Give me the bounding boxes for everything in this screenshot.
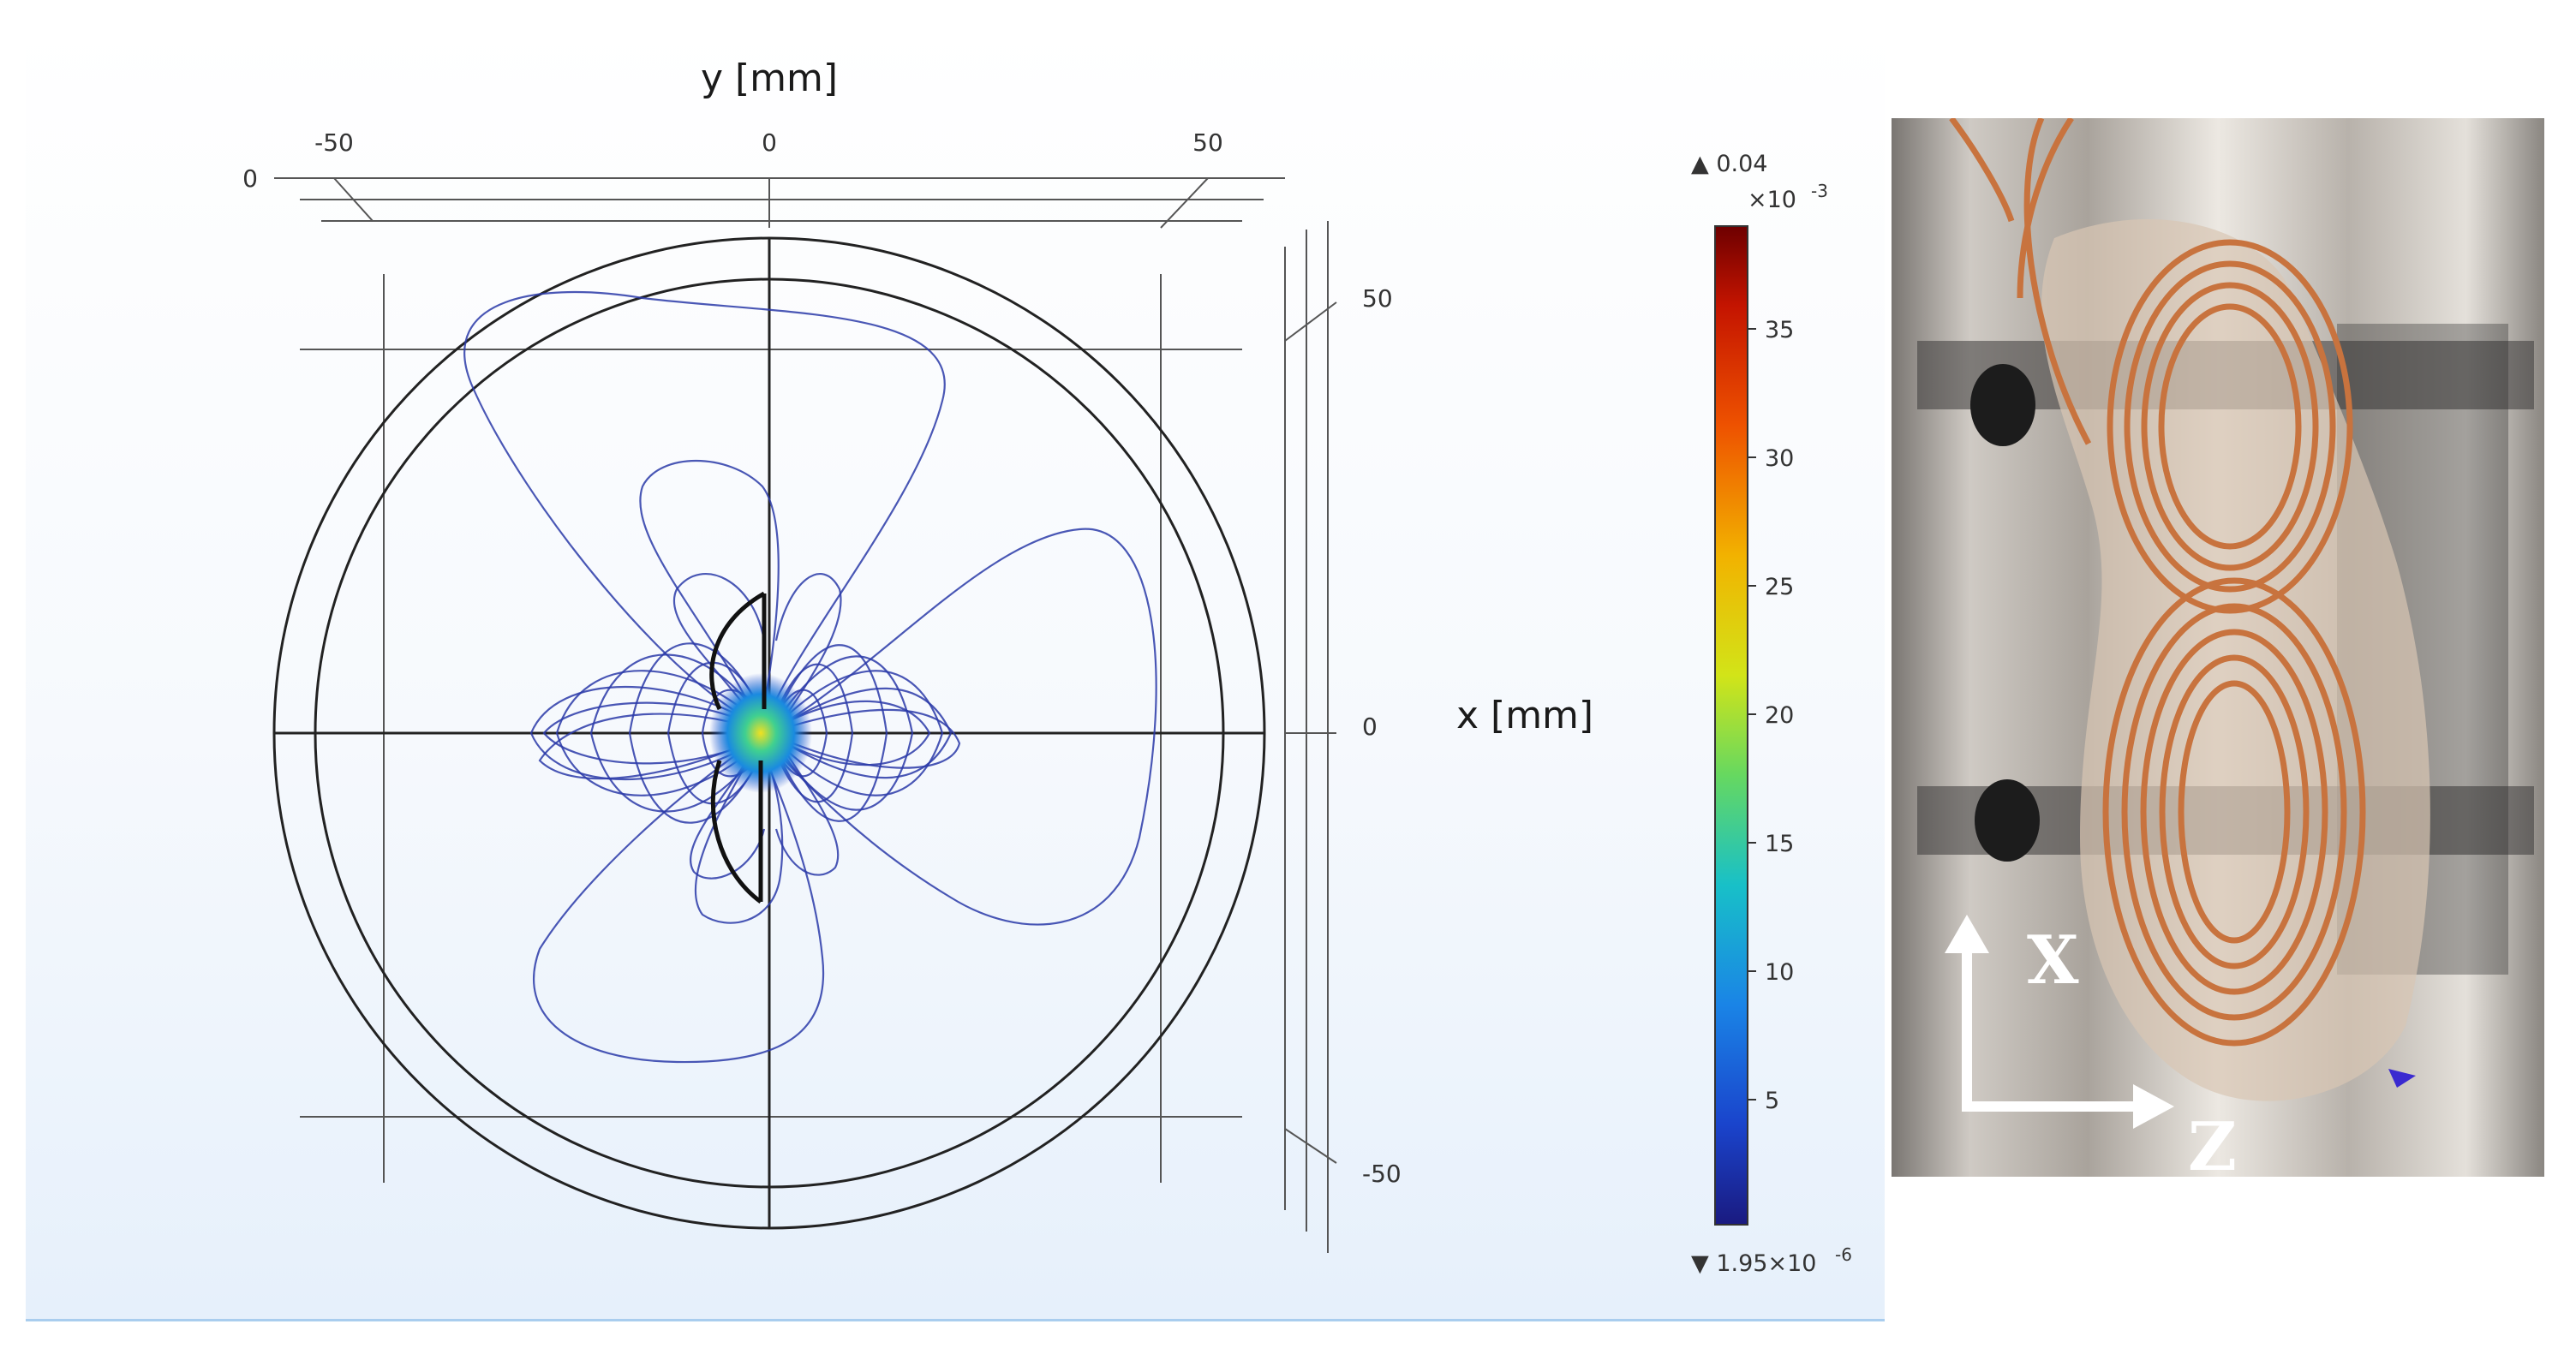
x-axis-title: x [mm]: [1456, 694, 1593, 737]
coil-photo: X Z: [1892, 116, 2544, 1186]
right-tick-label: 0: [1362, 713, 1378, 741]
colorbar-multiplier: ×10: [1748, 187, 1796, 213]
right-tick-label: 50: [1362, 284, 1393, 313]
colorbar-tick: 30: [1765, 445, 1794, 472]
field-hotspot: [709, 673, 812, 793]
photo-axes-arrows: [1945, 915, 2174, 1129]
colorbar-max-label: ▲ 0.04: [1691, 151, 1767, 177]
photo-label-z: Z: [2188, 1108, 2237, 1177]
top-tick-label: -50: [314, 128, 354, 157]
colorbar-tick: 20: [1765, 702, 1794, 729]
top-tick-label: 0: [242, 164, 258, 193]
coil-photo-image: X Z: [1892, 116, 2544, 1186]
colorbar-tick: 10: [1765, 959, 1794, 986]
colorbar-tick: 15: [1765, 831, 1794, 857]
magnetic-field-lines: [463, 290, 1157, 1064]
coil-geometry: [709, 591, 767, 904]
top-tick-label: 50: [1192, 128, 1223, 157]
colorbar-tick: 35: [1765, 317, 1794, 343]
colorbar-multiplier-exponent: -3: [1811, 181, 1828, 201]
photo-label-x: X: [2027, 922, 2079, 999]
field-line-plot-panel: y [mm] x [mm] 0 -50 0 50 50 0 -50: [26, 24, 1885, 1321]
y-axis-title: y [mm]: [701, 57, 838, 100]
right-tick-label: -50: [1362, 1160, 1402, 1188]
field-line-plot: y [mm] x [mm] 0 -50 0 50 50 0 -50: [242, 57, 1852, 1277]
colorbar-min-exponent: -6: [1835, 1244, 1852, 1265]
colorbar: ▲ 0.04 ×10 -3 35 30 25 20 15 10 5 ▼ 1.95…: [1691, 151, 1852, 1277]
top-tick-label: 0: [762, 128, 777, 157]
colorbar-tick: 5: [1765, 1088, 1779, 1114]
right-axis-frame: [1284, 221, 1337, 1253]
colorbar-gradient: [1714, 225, 1748, 1226]
colorbar-min-label: ▼ 1.95×10: [1691, 1250, 1816, 1277]
plot-grid: [300, 274, 1242, 1183]
colorbar-tick: 25: [1765, 574, 1794, 600]
top-axis-frame: [274, 177, 1285, 229]
